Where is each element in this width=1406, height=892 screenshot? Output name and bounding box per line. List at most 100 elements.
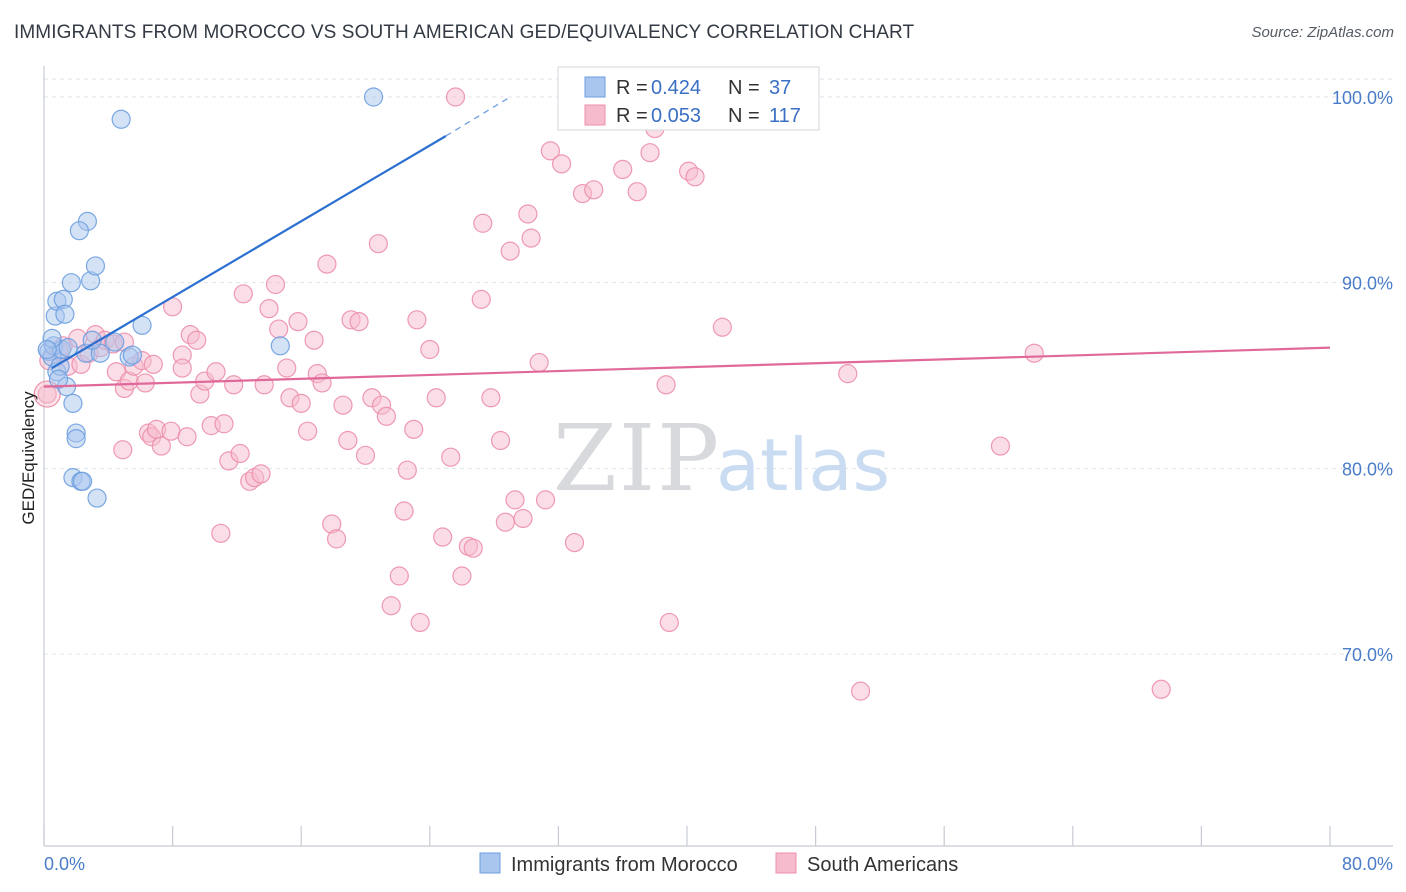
south-americans-point xyxy=(251,464,271,484)
morocco-point xyxy=(122,345,143,365)
south-americans-point xyxy=(490,430,511,451)
morocco-point xyxy=(63,393,83,413)
morocco-point xyxy=(55,304,75,324)
south-americans-point xyxy=(381,596,401,616)
south-americans-point xyxy=(529,352,549,373)
south-americans-point xyxy=(404,419,424,439)
south-americans-point xyxy=(452,566,472,586)
south-americans-point xyxy=(304,330,324,350)
y-tick-label: 70.0% xyxy=(1342,645,1393,665)
south-americans-point xyxy=(161,421,181,441)
south-americans-point xyxy=(505,490,525,510)
legend-swatch xyxy=(584,104,606,126)
south-americans-point xyxy=(224,375,244,395)
legend-n-value: 117 xyxy=(769,105,801,127)
legend-n-value: 37 xyxy=(769,77,791,99)
south-americans-point xyxy=(151,436,171,456)
south-americans-point xyxy=(288,312,308,332)
y-tick-label: 100.0% xyxy=(1332,88,1393,108)
legend-r-value: 0.424 xyxy=(651,77,701,99)
south-americans-point xyxy=(471,289,491,309)
chart-title: IMMIGRANTS FROM MOROCCO VS SOUTH AMERICA… xyxy=(14,22,915,43)
y-tick-label: 80.0% xyxy=(1342,459,1393,479)
south-americans-point xyxy=(187,330,207,350)
south-americans-point xyxy=(312,373,332,393)
south-americans-point xyxy=(627,182,647,202)
x-tick-label: 0.0% xyxy=(44,854,85,874)
south-americans-point xyxy=(481,388,501,408)
south-americans-point xyxy=(410,612,430,633)
legend-swatch xyxy=(584,76,606,98)
south-americans-point xyxy=(685,167,705,187)
bottom-legend-label: South Americans xyxy=(807,854,958,876)
south-americans-point xyxy=(564,532,585,553)
south-americans-point xyxy=(106,362,126,382)
south-americans-point xyxy=(500,241,520,261)
south-americans-trend-line xyxy=(43,346,1331,388)
south-americans-point xyxy=(33,380,61,408)
south-americans-point xyxy=(441,447,461,467)
south-americans-point xyxy=(333,395,353,415)
south-americans-point xyxy=(851,681,871,701)
south-americans-point xyxy=(990,436,1011,456)
south-americans-point xyxy=(656,375,676,395)
morocco-point xyxy=(58,338,78,358)
legend-r-label: R = xyxy=(616,77,648,99)
morocco-point xyxy=(48,369,69,389)
morocco-point xyxy=(132,315,152,335)
south-americans-point xyxy=(254,375,274,395)
south-americans-point xyxy=(269,319,289,339)
legend-r-value: 0.053 xyxy=(651,105,701,127)
south-americans-point xyxy=(535,490,556,510)
y-tick-labels: 70.0% 80.0% 90.0% 100.0% xyxy=(1332,88,1393,665)
south-americans-point xyxy=(349,312,369,332)
morocco-trend-line xyxy=(51,135,447,370)
series-legend: Immigrants from Morocco South Americans xyxy=(479,852,958,876)
south-americans-point xyxy=(420,339,440,360)
legend-r-label: R = xyxy=(616,105,648,127)
south-americans-point xyxy=(407,310,427,330)
south-americans-point xyxy=(298,421,318,441)
south-americans-point xyxy=(521,228,541,248)
south-americans-point xyxy=(206,362,226,382)
trend-lines xyxy=(43,96,1331,388)
south-americans-point xyxy=(584,180,604,200)
south-americans-point xyxy=(172,358,192,378)
morocco-points xyxy=(37,87,384,508)
south-americans-point xyxy=(838,364,858,384)
south-americans-point xyxy=(1151,679,1171,699)
bottom-legend-swatch xyxy=(479,852,501,874)
south-americans-point xyxy=(712,317,732,337)
south-americans-point xyxy=(355,445,376,465)
watermark: ZIP atlas xyxy=(553,405,890,512)
south-americans-point xyxy=(37,384,57,404)
y-axis-label: GED/Equivalency xyxy=(19,391,38,525)
legend-n-label: N = xyxy=(728,77,760,99)
morocco-point xyxy=(87,488,107,508)
south-americans-point xyxy=(211,523,231,543)
south-americans-point xyxy=(640,143,660,163)
south-americans-point xyxy=(518,204,538,224)
watermark-zip: ZIP xyxy=(553,405,721,512)
south-americans-point xyxy=(433,527,453,547)
south-americans-point xyxy=(143,354,163,374)
south-americans-point xyxy=(326,529,347,549)
south-americans-point xyxy=(394,501,414,521)
south-americans-point xyxy=(513,508,533,529)
morocco-point xyxy=(270,336,290,356)
morocco-trend-extension xyxy=(445,96,511,137)
correlation-legend: R = 0.424 N = 37 R = 0.053 N = 117 xyxy=(557,66,820,131)
south-americans-point xyxy=(376,406,396,426)
south-americans-point xyxy=(291,393,311,413)
x-tick-labels: 0.0% 80.0% xyxy=(44,854,1393,874)
y-tick-label: 90.0% xyxy=(1342,274,1393,294)
morocco-point xyxy=(111,109,131,129)
morocco-point xyxy=(61,273,81,293)
chart-source: Source: ZipAtlas.com xyxy=(1251,24,1394,41)
bottom-legend-label: Immigrants from Morocco xyxy=(511,854,738,876)
south-americans-point xyxy=(540,141,560,161)
south-americans-point xyxy=(473,213,493,233)
morocco-point xyxy=(72,471,93,491)
south-americans-point xyxy=(233,284,253,304)
watermark-atlas: atlas xyxy=(716,423,890,507)
